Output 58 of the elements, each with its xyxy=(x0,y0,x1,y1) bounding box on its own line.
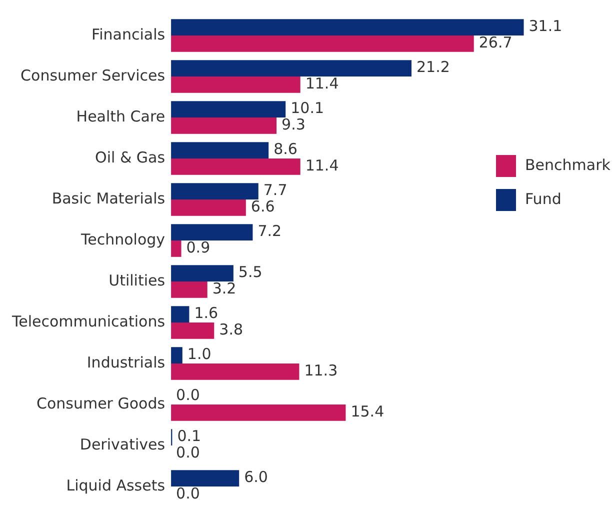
data-label: 6.6 xyxy=(250,198,275,216)
bar xyxy=(171,364,300,380)
y-tick-label: Telecommunications xyxy=(10,312,166,330)
y-tick-label: Oil & Gas xyxy=(95,148,166,166)
bar xyxy=(171,282,208,298)
data-label: 31.1 xyxy=(528,17,562,36)
y-tick-label: Derivatives xyxy=(80,435,166,454)
y-tick-label: Health Care xyxy=(76,107,166,126)
bar xyxy=(171,240,182,257)
data-label: 0.0 xyxy=(176,484,200,503)
y-tick-label: Consumer Services xyxy=(20,66,166,84)
bar xyxy=(171,142,269,158)
bar xyxy=(171,118,277,134)
y-tick-label: Consumer Goods xyxy=(36,394,166,412)
data-label: 11.4 xyxy=(305,74,339,93)
data-label: 15.4 xyxy=(350,402,384,421)
bar xyxy=(171,347,182,364)
bar xyxy=(171,158,300,175)
y-tick-label: Basic Materials xyxy=(52,189,166,208)
bar xyxy=(171,470,240,486)
data-label: 10.1 xyxy=(290,99,324,118)
bar xyxy=(171,36,474,52)
data-label: 9.3 xyxy=(282,116,306,134)
data-label: 0.0 xyxy=(176,444,200,462)
data-label: 7.7 xyxy=(263,181,288,200)
data-label: 7.2 xyxy=(258,222,282,240)
data-label: 1.0 xyxy=(187,345,212,364)
bar xyxy=(171,224,253,240)
data-label: 0.9 xyxy=(186,238,210,257)
bar xyxy=(171,200,246,216)
data-label: 3.2 xyxy=(212,280,236,298)
bar xyxy=(171,60,412,76)
legend-label: Fund xyxy=(525,190,562,208)
data-label: 26.7 xyxy=(478,34,512,52)
data-label: 1.6 xyxy=(194,304,218,322)
bar xyxy=(171,306,190,322)
bar xyxy=(171,183,258,200)
bar xyxy=(171,265,234,282)
data-label: 11.3 xyxy=(304,362,338,380)
data-label: 0.0 xyxy=(176,386,200,404)
bar xyxy=(171,322,214,339)
legend-label: Benchmark xyxy=(525,156,611,174)
data-label: 21.2 xyxy=(416,58,450,76)
bar xyxy=(171,101,286,118)
y-tick-label: Utilities xyxy=(108,271,166,290)
data-label: 5.5 xyxy=(238,263,262,282)
data-label: 6.0 xyxy=(244,468,268,486)
bar xyxy=(171,404,346,421)
bar xyxy=(171,19,524,36)
bar xyxy=(171,76,300,93)
data-label: 0.1 xyxy=(177,427,202,446)
y-tick-label: Financials xyxy=(92,25,166,44)
data-label: 8.6 xyxy=(274,140,298,158)
data-label: 3.8 xyxy=(219,320,244,339)
y-tick-label: Industrials xyxy=(86,353,166,372)
data-label: 11.4 xyxy=(305,156,339,175)
y-tick-label: Liquid Assets xyxy=(66,476,166,494)
y-tick-label: Technology xyxy=(80,230,166,248)
